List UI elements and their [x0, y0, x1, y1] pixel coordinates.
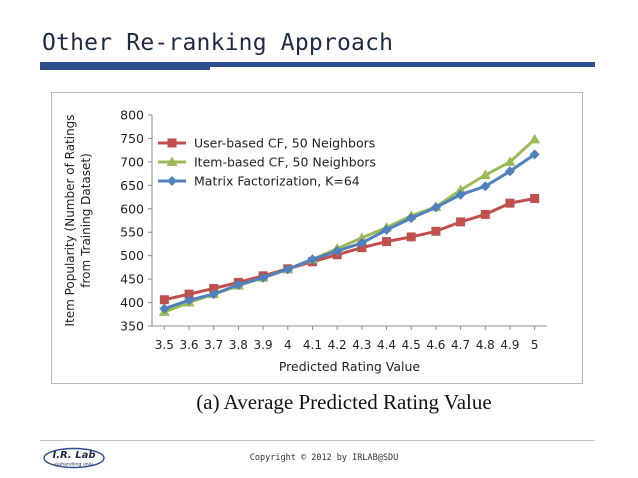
- data-point-series-1: [530, 193, 540, 203]
- x-tick-label: 3.7: [204, 338, 223, 352]
- x-tick-label: 4.9: [500, 338, 519, 352]
- x-tick-label: 4: [284, 338, 292, 352]
- data-point-series-3: [356, 238, 367, 249]
- data-point-series-1: [184, 289, 194, 299]
- data-point-series-3: [381, 224, 392, 235]
- x-tick-label: 3.9: [254, 338, 273, 352]
- title-underline: [40, 62, 595, 67]
- y-tick-label: 750: [120, 131, 144, 146]
- data-point-series-1: [382, 237, 392, 247]
- x-tick-label: 4.2: [328, 338, 347, 352]
- data-point-series-3: [307, 254, 318, 265]
- y-tick-label: 650: [120, 178, 144, 193]
- data-point-series-3: [208, 289, 219, 300]
- legend-marker-3: [167, 176, 177, 186]
- x-tick-label: 4.4: [377, 338, 396, 352]
- y-axis-label-line-2: from Training Dataset): [79, 153, 93, 288]
- y-tick-label: 550: [120, 225, 144, 240]
- data-point-series-3: [529, 149, 540, 160]
- x-tick-label: 4.8: [476, 338, 495, 352]
- chart-frame: 350 400 450 500 550 600 650 700 750 800 3.5 3.6 3.7 3…: [51, 92, 583, 384]
- slide-title: Other Re-ranking Approach: [42, 30, 394, 56]
- y-tick-label: 700: [120, 154, 144, 169]
- data-point-series-1: [406, 232, 416, 242]
- x-tick-label: 4.1: [303, 338, 322, 352]
- data-point-series-2: [479, 169, 491, 180]
- data-point-series-3: [258, 272, 269, 283]
- x-tick-label: 5: [531, 338, 539, 352]
- data-point-series-3: [282, 264, 293, 275]
- copyright-text: Copyright © 2012 by IRLAB@SDU: [249, 453, 399, 463]
- x-tick-label: 3.6: [179, 338, 198, 352]
- x-tick-label: 4.3: [352, 338, 371, 352]
- legend-marker-2: [166, 156, 178, 166]
- x-tick-label: 3.8: [229, 338, 248, 352]
- data-point-series-1: [480, 209, 490, 219]
- data-point-series-1: [505, 198, 515, 208]
- logo-text: I.R. Lab: [53, 450, 96, 461]
- y-tick-label: 450: [120, 272, 144, 287]
- y-tick-label: 600: [120, 201, 144, 216]
- data-point-series-3: [233, 279, 244, 290]
- y-tick-label: 350: [120, 319, 144, 334]
- data-point-series-2: [504, 156, 516, 166]
- data-point-series-3: [159, 303, 170, 314]
- data-point-series-3: [332, 245, 343, 256]
- figure-caption: (a) Average Predicted Rating Value: [196, 390, 492, 414]
- footer-divider: [40, 440, 595, 441]
- title-underline-accent: [40, 62, 210, 70]
- logo-subtext: @shandong univ.: [54, 462, 94, 468]
- data-point-series-3: [480, 181, 491, 192]
- legend-label-3: Matrix Factorization, K=64: [194, 174, 360, 189]
- data-point-series-3: [184, 295, 195, 306]
- data-point-series-2: [529, 133, 541, 144]
- y-tick-label: 400: [120, 295, 144, 310]
- y-axis-label-line-1: Item Popularity (Number of Ratings: [63, 114, 77, 326]
- data-point-series-1: [431, 226, 441, 236]
- legend-label-1: User-based CF, 50 Neighbors: [194, 136, 375, 151]
- x-axis-label: Predicted Rating Value: [279, 359, 421, 374]
- series-line-1: [164, 196, 535, 302]
- y-tick-label: 500: [120, 248, 144, 263]
- data-point-series-3: [430, 202, 441, 213]
- series-line-3: [163, 153, 536, 311]
- x-tick-label: 4.6: [426, 338, 445, 352]
- data-point-series-1: [159, 295, 169, 305]
- data-point-series-1: [456, 217, 466, 227]
- x-tick-label: 4.5: [402, 338, 421, 352]
- data-point-series-3: [406, 213, 417, 224]
- irlab-logo: I.R. Lab @shandong univ.: [43, 447, 105, 469]
- data-point-series-3: [504, 166, 515, 177]
- data-point-series-1: [209, 283, 219, 293]
- data-point-series-2: [455, 184, 467, 195]
- x-tick-label: 3.5: [155, 338, 174, 352]
- data-point-series-3: [455, 189, 466, 200]
- legend-marker-1: [167, 138, 177, 148]
- line-chart: 350 400 450 500 550 600 650 700 750 800 3.5 3.6 3.7 3…: [63, 108, 547, 374]
- y-tick-label: 800: [120, 108, 144, 123]
- legend-label-2: Item-based CF, 50 Neighbors: [194, 155, 376, 170]
- x-tick-label: 4.7: [451, 338, 470, 352]
- data-point-series-2: [356, 232, 368, 242]
